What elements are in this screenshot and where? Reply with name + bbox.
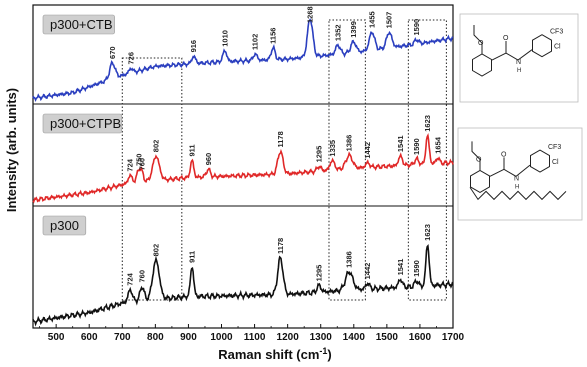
amide-bond [489,164,531,177]
highlight-region [407,19,447,301]
peak-label: 1335 [328,140,337,157]
chemical-structure: O O NH CF3 Cl [459,13,579,103]
peak-label: 1541 [396,259,405,276]
atom-label-h: H [515,184,519,190]
peak-label: 1399 [349,21,358,38]
peak-label: 1590 [412,19,421,36]
benzene-ring [472,53,492,77]
x-tick-label: 600 [81,332,98,343]
series-name-label: p300+CTB [50,17,113,32]
peak-label: 1352 [333,24,342,41]
peak-label: 1268 [306,6,315,23]
x-tick-label: 700 [114,332,131,343]
atom-label-o: O [478,40,484,47]
peak-label: 1295 [315,265,324,282]
benzene-ring [532,34,552,58]
peak-label: 1156 [269,28,278,44]
panel-label-box [42,113,123,134]
peak-label: 1102 [251,34,260,50]
x-tick-label: 900 [180,332,197,343]
highlight-region [328,19,366,301]
peak-label: 724 [126,272,135,285]
atom-label-n: N [516,59,521,66]
peak-label: 960 [204,153,213,166]
peak-label: 760 [138,270,147,283]
peak-label: 726 [126,52,135,65]
amide-bond [491,49,533,61]
peak-label: 670 [108,46,117,59]
x-axis-label: Raman shift (cm-1) [218,346,332,362]
x-tick-label: 1200 [277,332,300,343]
benzene-ring [470,169,490,193]
peak-label: 1010 [220,30,229,47]
x-tick-label: 800 [147,332,164,343]
x-tick-label: 1600 [409,332,432,343]
plot-frame [32,4,454,329]
structure-frame [459,13,579,103]
peak-label: 1590 [412,138,421,155]
atom-label-cl: Cl [552,159,559,166]
peak-label: 1442 [363,263,372,280]
peak-label: 911 [188,144,197,156]
peak-label: 1455 [367,11,376,28]
peak-label: 911 [188,251,197,263]
series-name-label: p300 [50,218,79,233]
benzene-ring [530,149,550,173]
peak-label: 1442 [363,142,372,159]
peak-label: 1623 [423,224,432,241]
ethoxy-chain [471,141,481,171]
atom-label-o: O [501,151,507,158]
peak-label: 1386 [345,135,354,152]
x-tick-label: 1700 [442,332,465,343]
peak-label: 802 [152,140,161,153]
chemical-structure: O O NH CF3 Cl [457,127,583,221]
peak-label: 1590 [412,260,421,277]
peak-label: 760 [138,158,147,171]
peak-label: 1295 [315,146,324,163]
structure-frame [457,127,583,221]
peak-label: 1541 [396,135,405,152]
cf3-label: CF3 [548,144,561,151]
peak-label: 1654 [433,136,442,154]
panel-label-box [42,14,115,35]
spectrum-line [32,18,454,103]
atom-label-o: O [476,156,482,163]
series-name-label: p300+CTPB [50,116,121,131]
peak-label: 1623 [423,115,432,132]
x-tick-label: 1100 [244,332,266,343]
cf3-label: CF3 [550,29,563,36]
peak-label: 1386 [345,251,354,268]
x-tick-label: 1400 [343,332,366,343]
atom-label-h: H [517,68,521,74]
peak-label: 724 [126,158,135,171]
atom-label-o: O [503,35,509,42]
peak-label: 750 [134,154,143,167]
ethoxy-chain [473,25,483,55]
peak-label: 1178 [276,238,285,254]
peak-label: 802 [152,244,161,257]
x-tick-label: 1300 [310,332,333,343]
spectrum-line [32,133,454,204]
peak-label: 916 [189,40,198,53]
spectrum-line [32,243,454,327]
x-tick-label: 500 [48,332,65,343]
alkyl-chain [469,187,567,201]
atom-label-n: N [514,175,519,182]
panel-label-box [42,215,87,236]
atom-label-cl: Cl [554,44,561,51]
peak-label: 1507 [385,12,394,29]
x-tick-label: 1500 [376,332,399,343]
peak-label: 1178 [276,131,285,147]
y-axis-label: Intensity (arb. units) [4,88,19,212]
x-tick-label: 1000 [210,332,233,343]
